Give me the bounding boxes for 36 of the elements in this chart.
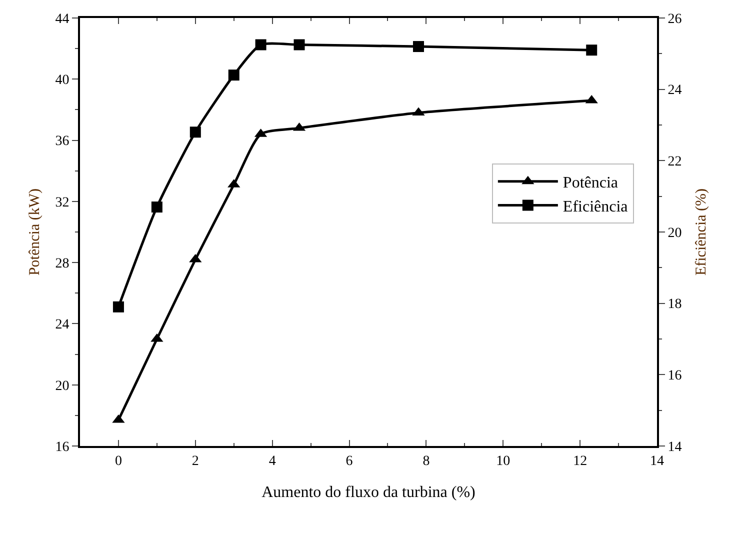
y2-tick-label: 16 bbox=[668, 368, 682, 384]
x-tick-label: 12 bbox=[573, 454, 588, 469]
point bbox=[151, 202, 162, 213]
y-tick-label: 16 bbox=[55, 440, 70, 455]
y-tick-label: 24 bbox=[55, 318, 70, 333]
y-tick-label: 20 bbox=[55, 378, 70, 394]
point bbox=[255, 39, 266, 50]
point bbox=[112, 301, 124, 312]
y-tick-label: 28 bbox=[55, 256, 70, 272]
x-tick-label: 4 bbox=[268, 454, 276, 469]
y-tick-label: 44 bbox=[55, 12, 70, 27]
point bbox=[413, 41, 424, 52]
y-tick-label: 36 bbox=[55, 134, 70, 150]
y-tick-label: 40 bbox=[55, 73, 70, 88]
x-tick-label: 14 bbox=[650, 454, 664, 469]
point bbox=[586, 44, 598, 56]
point bbox=[294, 39, 305, 50]
y2-tick-label: 18 bbox=[668, 297, 682, 312]
y2-axis-title: Eficiência (%) bbox=[694, 188, 710, 276]
y2-tick-label: 14 bbox=[668, 440, 682, 455]
y-tick-label: 32 bbox=[55, 195, 70, 210]
legend-label: Potência bbox=[562, 174, 618, 192]
legend-label: Eficiência bbox=[562, 198, 628, 216]
point bbox=[190, 126, 201, 138]
y-axis-title: Potência (kW) bbox=[27, 188, 43, 276]
x-tick-label: 10 bbox=[496, 454, 510, 469]
x-axis-title: Aumento do fluxo da turbina (%) bbox=[262, 484, 476, 501]
y2-tick-label: 22 bbox=[668, 154, 682, 170]
y2-tick-label: 24 bbox=[668, 83, 682, 98]
y2-tick-label: 26 bbox=[668, 12, 682, 27]
y2-tick-label: 20 bbox=[668, 226, 682, 241]
x-tick-label: 2 bbox=[192, 454, 199, 469]
x-tick-label: 8 bbox=[422, 454, 430, 469]
x-tick-label: 6 bbox=[346, 454, 353, 469]
point bbox=[228, 70, 240, 81]
x-tick-label: 0 bbox=[114, 454, 122, 469]
